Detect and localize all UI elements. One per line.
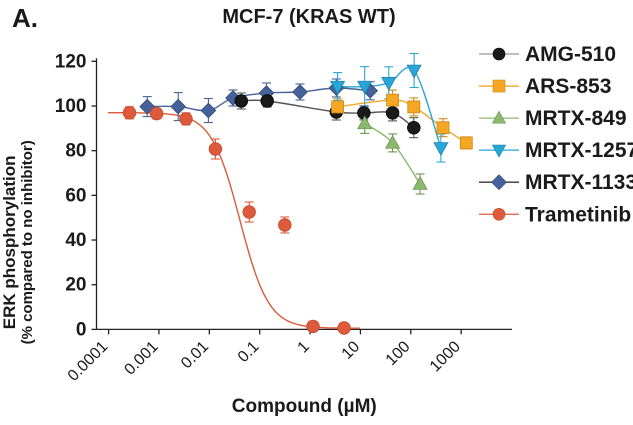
svg-text:60: 60 [65, 185, 86, 206]
svg-text:40: 40 [65, 230, 86, 251]
svg-text:0: 0 [76, 319, 87, 340]
svg-text:20: 20 [65, 275, 86, 296]
svg-text:10: 10 [339, 338, 364, 363]
svg-text:Compound (µM): Compound (µM) [232, 396, 377, 417]
svg-text:100: 100 [383, 338, 414, 369]
svg-text:ARS-853: ARS-853 [525, 75, 611, 98]
svg-text:ERK phosphorylation: ERK phosphorylation [0, 155, 19, 329]
svg-text:(% compared to no inhibitor): (% compared to no inhibitor) [19, 140, 36, 344]
svg-text:A.: A. [12, 3, 38, 33]
svg-text:Trametinib: Trametinib [525, 203, 631, 226]
svg-text:1: 1 [295, 338, 313, 356]
svg-text:0.1: 0.1 [235, 338, 263, 366]
svg-text:AMG-510: AMG-510 [525, 43, 616, 66]
svg-text:100: 100 [55, 96, 87, 117]
svg-text:MRTX-849: MRTX-849 [525, 107, 627, 130]
svg-text:MRTX-1257: MRTX-1257 [525, 139, 633, 162]
svg-text:0.01: 0.01 [178, 338, 212, 372]
svg-text:0.0001: 0.0001 [65, 338, 112, 385]
svg-text:MCF-7 (KRAS WT): MCF-7 (KRAS WT) [222, 6, 395, 28]
svg-text:80: 80 [65, 141, 86, 162]
svg-text:120: 120 [55, 51, 87, 72]
svg-text:MRTX-1133: MRTX-1133 [525, 171, 633, 194]
svg-text:0.001: 0.001 [121, 338, 161, 378]
svg-text:1000: 1000 [427, 338, 464, 375]
